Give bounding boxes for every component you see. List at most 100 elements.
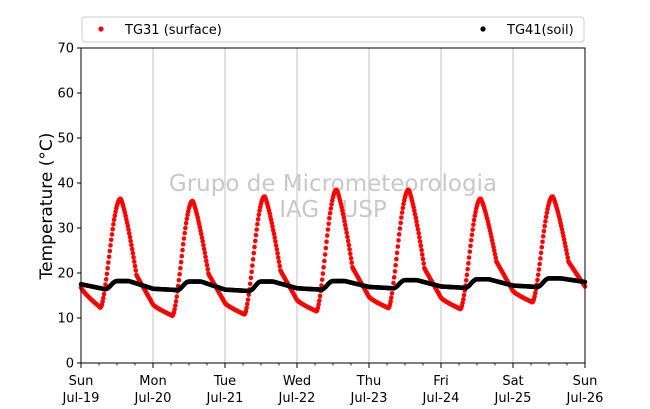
data-point bbox=[176, 277, 182, 283]
data-point bbox=[345, 234, 350, 240]
data-point bbox=[275, 255, 281, 260]
x-tick-date: Jul-25 bbox=[494, 391, 532, 406]
data-point bbox=[543, 214, 549, 220]
data-point bbox=[472, 213, 478, 219]
data-point bbox=[565, 255, 571, 260]
data-point bbox=[110, 226, 115, 232]
data-point bbox=[466, 261, 471, 266]
data-point bbox=[533, 290, 538, 296]
data-point bbox=[179, 253, 185, 259]
data-point bbox=[249, 269, 254, 275]
data-point bbox=[493, 255, 499, 261]
data-point bbox=[112, 213, 118, 218]
data-point bbox=[104, 271, 110, 277]
data-point bbox=[201, 246, 207, 252]
x-tick-day: Wed bbox=[283, 374, 311, 389]
data-point bbox=[106, 254, 112, 260]
data-point bbox=[322, 258, 327, 264]
data-point bbox=[131, 255, 136, 260]
data-point bbox=[129, 242, 134, 248]
data-point bbox=[124, 220, 130, 225]
data-point bbox=[395, 244, 401, 249]
data-point bbox=[274, 247, 280, 252]
data-point bbox=[538, 256, 543, 261]
data-point bbox=[344, 230, 349, 236]
data-point bbox=[561, 237, 567, 242]
y-tick-label: 60 bbox=[57, 87, 74, 102]
data-point bbox=[563, 247, 569, 253]
data-point bbox=[418, 243, 424, 249]
data-point bbox=[203, 258, 209, 264]
y-tick-label: 50 bbox=[57, 132, 74, 147]
data-point bbox=[341, 215, 347, 220]
y-tick-label: 0 bbox=[66, 357, 74, 372]
x-tick-day: Sun bbox=[69, 374, 94, 389]
data-point bbox=[126, 227, 131, 232]
grid-lines bbox=[152, 48, 514, 363]
data-point bbox=[183, 220, 189, 226]
data-point bbox=[257, 208, 262, 213]
data-point bbox=[133, 268, 139, 273]
data-point bbox=[345, 238, 351, 244]
data-point bbox=[273, 243, 279, 248]
data-point bbox=[562, 240, 568, 246]
x-tick-day: Mon bbox=[139, 374, 166, 389]
data-point bbox=[346, 242, 352, 248]
y-tick-label: 30 bbox=[57, 222, 74, 237]
data-point bbox=[466, 255, 472, 260]
data-point bbox=[412, 208, 417, 214]
data-point bbox=[127, 234, 133, 240]
data-point bbox=[461, 292, 467, 298]
legend: TG31 (surface) TG41(soil) bbox=[81, 16, 585, 43]
data-point bbox=[108, 243, 113, 248]
data-point bbox=[399, 210, 405, 215]
data-point bbox=[328, 206, 334, 211]
data-point bbox=[417, 235, 422, 240]
data-point bbox=[415, 227, 421, 232]
data-point bbox=[177, 271, 182, 277]
data-point bbox=[397, 226, 403, 231]
data-point bbox=[245, 297, 251, 302]
data-point bbox=[276, 259, 282, 265]
data-point bbox=[255, 216, 261, 222]
data-point bbox=[540, 234, 546, 239]
data-point bbox=[329, 201, 334, 207]
data-point bbox=[275, 251, 280, 256]
data-point bbox=[178, 265, 183, 271]
data-point bbox=[131, 259, 137, 264]
data-point bbox=[251, 250, 257, 256]
data-point bbox=[539, 244, 545, 250]
data-point bbox=[540, 239, 545, 245]
data-point bbox=[394, 256, 399, 262]
data-point bbox=[322, 252, 328, 257]
data-point bbox=[417, 239, 423, 244]
x-tick-date: Jul-20 bbox=[134, 391, 172, 406]
data-point bbox=[394, 250, 400, 256]
data-point bbox=[398, 220, 403, 226]
data-point bbox=[273, 239, 278, 244]
data-point bbox=[252, 244, 257, 250]
data-point bbox=[180, 241, 186, 247]
data-point bbox=[111, 222, 116, 227]
y-axis-label: Temperature (°C) bbox=[37, 133, 57, 281]
x-tick-date: Jul-23 bbox=[350, 391, 388, 406]
data-point bbox=[272, 235, 277, 240]
data-point bbox=[174, 294, 180, 299]
data-point bbox=[532, 294, 537, 299]
data-point bbox=[250, 257, 256, 262]
data-point bbox=[389, 290, 395, 296]
data-point bbox=[132, 263, 138, 269]
legend-box bbox=[81, 16, 585, 43]
data-point bbox=[471, 217, 477, 223]
data-point bbox=[198, 231, 204, 237]
data-point bbox=[465, 266, 470, 272]
data-point bbox=[535, 277, 540, 283]
data-point bbox=[468, 243, 473, 249]
data-point bbox=[420, 256, 426, 262]
data-point bbox=[343, 226, 349, 232]
data-point bbox=[107, 248, 113, 254]
data-point bbox=[181, 236, 187, 241]
data-point bbox=[326, 221, 331, 227]
data-point bbox=[414, 223, 420, 228]
